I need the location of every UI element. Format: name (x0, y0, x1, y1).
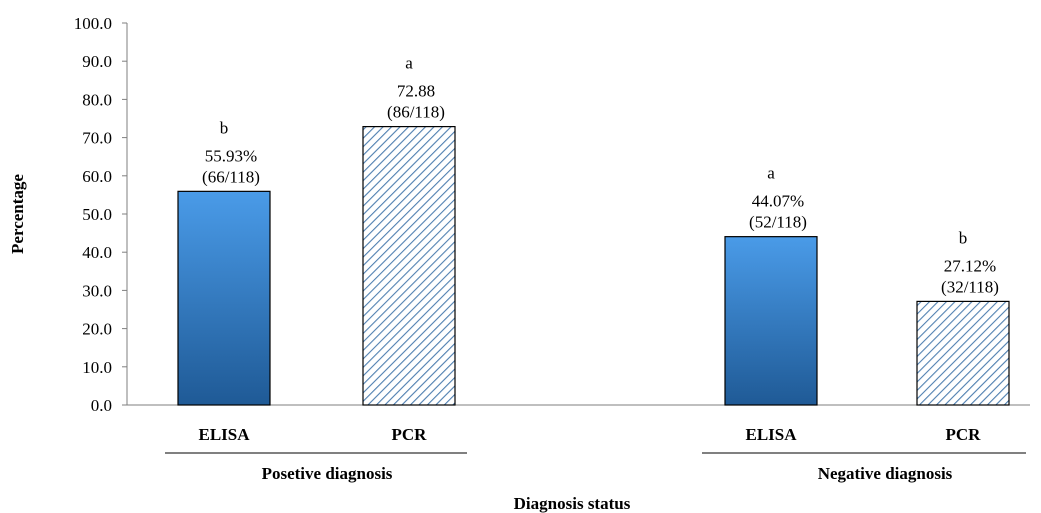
bar-count-label: (86/118) (387, 103, 445, 122)
bar-significance-letter: b (220, 118, 229, 137)
bar-significance-letter: b (959, 228, 968, 247)
y-tick-label: 100.0 (74, 14, 112, 33)
y-tick-label: 20.0 (82, 320, 112, 339)
x-axis-title: Diagnosis status (514, 494, 631, 513)
group-label: Posetive diagnosis (262, 464, 393, 483)
bar-percent-label: 72.88 (397, 82, 435, 101)
bar-percent-label: 44.07% (752, 192, 804, 211)
bar-count-label: (52/118) (749, 213, 807, 232)
x-category-label: ELISA (198, 425, 250, 444)
bar-pcr[interactable] (362, 125, 456, 406)
x-category-label: ELISA (745, 425, 797, 444)
y-axis-title: Percentage (8, 174, 27, 254)
x-category-label: PCR (392, 425, 428, 444)
y-tick-label: 70.0 (82, 129, 112, 148)
bar-percent-label: 27.12% (944, 256, 996, 275)
y-tick-label: 30.0 (82, 281, 112, 300)
x-category-label: PCR (946, 425, 982, 444)
group-label: Negative diagnosis (818, 464, 953, 483)
bar-percent-label: 55.93% (205, 146, 257, 165)
bar-significance-letter: a (767, 164, 775, 183)
bar-pcr[interactable] (916, 300, 1010, 406)
y-tick-label: 60.0 (82, 167, 112, 186)
bar-significance-letter: a (405, 54, 413, 73)
bar-count-label: (32/118) (941, 277, 999, 296)
y-tick-label: 0.0 (91, 396, 112, 415)
bar-count-label: (66/118) (202, 167, 260, 186)
y-tick-label: 50.0 (82, 205, 112, 224)
y-tick-label: 80.0 (82, 90, 112, 109)
y-tick-label: 90.0 (82, 52, 112, 71)
bar-elisa[interactable] (724, 236, 818, 406)
y-tick-label: 40.0 (82, 243, 112, 262)
bar-elisa[interactable] (177, 190, 271, 406)
y-tick-label: 10.0 (82, 358, 112, 377)
